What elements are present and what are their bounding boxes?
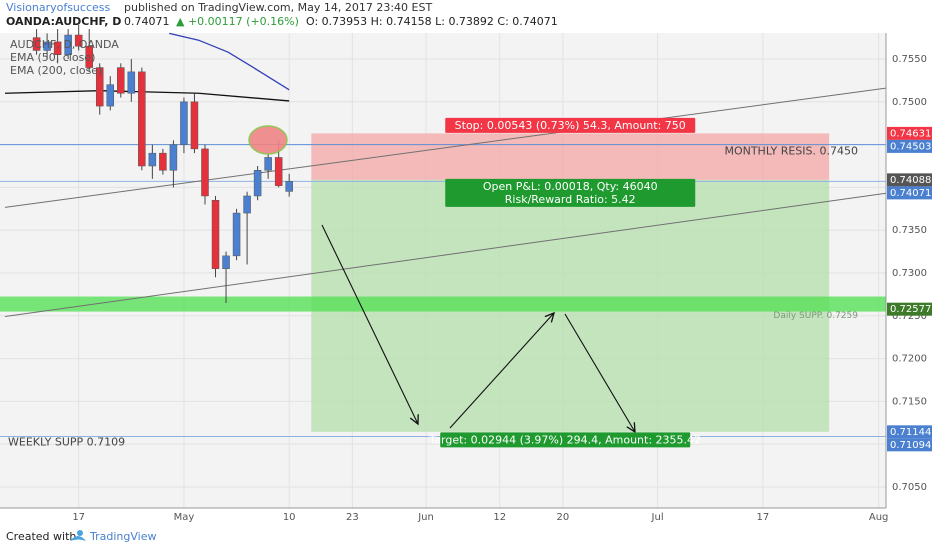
candle-body [32, 37, 41, 51]
price-tag-label: 0.74088 [890, 175, 931, 186]
ohlc: O: 0.73953 H: 0.74158 L: 0.73892 C: 0.74… [306, 15, 558, 28]
x-tick-label: Aug [869, 512, 889, 523]
y-tick-label: 0.7500 [892, 97, 927, 108]
drawn-arrows [321, 224, 635, 432]
x-tick-label: May [174, 512, 195, 523]
price-tag-label: 0.71094 [890, 440, 931, 451]
price-tag [887, 425, 932, 439]
price-tag [887, 186, 932, 200]
x-tick-label: Jun [417, 512, 434, 523]
x-tick-label: Jul [651, 512, 664, 523]
symbol: OANDA:AUDCHF, D [6, 15, 121, 28]
candle-body [169, 144, 178, 171]
footer-created: Created with [6, 530, 76, 543]
candle-body [64, 34, 72, 55]
annotation: MONTHLY RESIS. 0.7450 [724, 145, 858, 158]
pnl-label-box [445, 178, 696, 207]
ema-line [4, 90, 290, 102]
price-tag [887, 126, 932, 140]
price-tag [887, 139, 932, 153]
x-tick-label: 23 [346, 512, 359, 523]
pnl-label: Risk/Reward Ratio: 5.42 [505, 193, 636, 206]
support-zone [0, 296, 886, 312]
trend-line [4, 192, 887, 318]
risk-zone [311, 133, 830, 180]
price-tag-label: 0.74503 [890, 141, 931, 152]
stop-label-box [445, 117, 696, 133]
candle-body [117, 67, 125, 94]
stop-label: Stop: 0.00543 (0.73%) 54.3, Amount: 750 [455, 119, 686, 132]
last-price: 0.74071 [124, 15, 170, 28]
candle-body [285, 181, 293, 192]
y-tick-label: 0.7250 [892, 311, 927, 322]
x-tick-label: 20 [556, 512, 569, 523]
pnl-label: Open P&L: 0.00018, Qty: 46040 [483, 180, 658, 193]
candle-body [190, 101, 199, 150]
candle-body [106, 84, 115, 107]
price-tag [887, 438, 932, 452]
candle-body [232, 212, 241, 257]
ema-line [169, 32, 290, 91]
y-tick-label: 0.7350 [892, 225, 927, 236]
price-tag-label: 0.72577 [890, 304, 931, 315]
candle-body [243, 195, 251, 214]
candle-body [211, 199, 220, 269]
author[interactable]: Visionaryofsuccess [6, 1, 111, 14]
x-tick-label: 10 [283, 512, 296, 523]
candle-body [127, 71, 136, 94]
trend-line [4, 87, 887, 208]
published: published on TradingView.com, May 14, 20… [124, 1, 432, 14]
price-tag-label: 0.74631 [890, 128, 931, 139]
target-label: Target: 0.02944 (3.97%) 294.4, Amount: 2… [428, 433, 701, 446]
candle-body [53, 41, 62, 55]
candle-body [159, 152, 167, 171]
candle-body [264, 157, 272, 171]
legend-title: AUDCHF, D, OANDA [10, 38, 119, 51]
legend-entry: EMA (50, close) [10, 51, 95, 64]
y-tick-label: 0.7550 [892, 54, 927, 65]
candle-body [74, 34, 83, 47]
x-tick-label: 17 [756, 512, 769, 523]
price-tag [887, 302, 932, 316]
x-tick-label: 12 [493, 512, 506, 523]
annotation: Daily SUPP. 0.7259 [773, 311, 858, 321]
y-tick-label: 0.7150 [892, 396, 927, 407]
footer-brand[interactable]: TradingView [89, 530, 156, 543]
tradingview-logo [70, 530, 86, 541]
candle-body [253, 170, 262, 197]
price-tag [887, 173, 932, 187]
candle-body [180, 101, 188, 145]
highlight-ellipse [248, 125, 288, 155]
candle-body [148, 152, 157, 167]
price-tag-label: 0.71144 [890, 427, 931, 438]
annotation: WEEKLY SUPP 0.7109 [8, 435, 125, 448]
candle-body [85, 45, 93, 68]
x-tick-label: 17 [72, 512, 85, 523]
price-tag-label: 0.74071 [890, 188, 931, 199]
candle-body [95, 67, 104, 107]
candle-body [201, 148, 209, 197]
change: ▲ +0.00117 (+0.16%) [176, 15, 299, 28]
y-tick-label: 0.7200 [892, 354, 927, 365]
legend-entry: EMA (200, close) [10, 64, 102, 77]
candle-body [43, 41, 51, 51]
y-tick-label: 0.7300 [892, 268, 927, 279]
candle-body [222, 255, 230, 269]
target-label-box [440, 432, 691, 448]
candle-body [138, 71, 146, 167]
y-tick-label: 0.7050 [892, 482, 927, 493]
candle-body [274, 157, 283, 186]
